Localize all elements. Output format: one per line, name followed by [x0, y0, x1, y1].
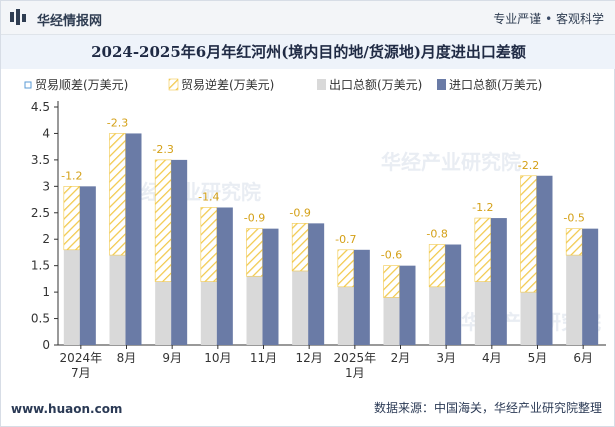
export-bar	[109, 255, 126, 345]
y-tick-label: 2	[42, 232, 50, 246]
export-bar	[63, 249, 80, 345]
deficit-bar	[109, 133, 126, 256]
legend-label: 贸易逆差(万美元)	[181, 77, 274, 92]
x-tick-label: 11月	[250, 351, 277, 365]
export-bar	[520, 292, 537, 345]
legend-export-swatch	[317, 79, 326, 90]
deficit-bar	[291, 223, 309, 272]
legend-import-swatch	[437, 79, 446, 90]
x-tick-label: 3月	[436, 351, 456, 365]
y-tick-label: 0.5	[31, 312, 50, 326]
legend-deficit-swatch	[168, 78, 179, 91]
export-bar	[429, 286, 446, 345]
y-tick-label: 3	[42, 179, 50, 193]
x-tick-label: 4月	[482, 351, 502, 365]
export-bar	[383, 297, 400, 345]
deficit-bar	[337, 249, 355, 288]
legend-label: 进口总额(万美元)	[449, 78, 542, 92]
deficit-bar	[383, 265, 400, 298]
import-bar	[171, 159, 188, 345]
import-bar	[582, 228, 599, 345]
import-bar	[125, 133, 142, 345]
legend: 贸易顺差(万美元) 贸易逆差(万美元) 出口总额(万美元) 进口总额(万美元)	[24, 77, 542, 92]
import-bar	[445, 244, 462, 345]
import-bar	[79, 186, 96, 345]
deficit-data-label: -1.4	[198, 190, 219, 203]
deficit-data-label: -2.3	[107, 116, 128, 129]
deficit-bar	[246, 228, 263, 277]
deficit-data-label: -2.2	[518, 159, 539, 172]
legend-label: 贸易顺差(万美元)	[35, 78, 128, 92]
bars-layer: -1.2 -2.3 -2.3 -1.4 -0.9 -0.9 -0.7 -0.6 -0.8 -1.2…	[61, 116, 599, 349]
x-tick-label: 2月	[391, 351, 411, 365]
deficit-data-label: -0.5	[563, 212, 584, 225]
legend-surplus-swatch	[24, 81, 32, 89]
import-bar	[308, 223, 325, 345]
y-tick-label: 1	[42, 285, 50, 299]
x-tick-label: 2024年	[60, 351, 103, 365]
slogan-left: 专业严谨	[493, 12, 542, 26]
footer-source: 数据来源：中国海关，华经产业研究院整理	[373, 401, 602, 415]
deficit-bar	[63, 186, 81, 251]
deficit-data-label: -0.9	[244, 212, 265, 225]
x-tick-label: 9月	[162, 351, 182, 365]
export-bar	[292, 270, 309, 345]
x-tick-label: 8月	[117, 351, 137, 365]
top-bar: 华经情报网 专业严谨 • 客观科学	[1, 1, 615, 35]
deficit-bar	[200, 207, 218, 282]
import-bar	[353, 249, 370, 345]
deficit-bar	[428, 244, 446, 288]
slogan-separator: •	[545, 12, 553, 26]
deficit-data-label: -1.2	[472, 201, 493, 214]
deficit-data-label: -0.6	[381, 249, 402, 262]
export-bar	[200, 281, 217, 345]
y-tick-label: 1.5	[31, 259, 50, 273]
x-tick-label: 2025年	[334, 351, 377, 365]
x-tick-label: 7月	[71, 366, 91, 380]
x-tick-label: 6月	[573, 351, 593, 365]
watermark-text: 华经产业研究院	[381, 150, 521, 174]
deficit-data-label: -2.3	[152, 143, 173, 156]
export-bar	[246, 276, 263, 345]
watermark-text: 华经产业研究院	[121, 180, 261, 204]
slogan: 专业严谨 • 客观科学	[493, 10, 604, 27]
import-bar	[490, 218, 507, 345]
legend-label: 出口总额(万美元)	[329, 78, 422, 92]
deficit-data-label: -0.8	[426, 228, 447, 241]
footer-url: www.huaon.com	[11, 402, 123, 416]
import-bar	[262, 228, 279, 345]
x-tick-label: 12月	[296, 351, 323, 365]
y-axis: 0 0.5 1 1.5 2 2.5 3 3.5 4 4.5	[31, 100, 606, 352]
export-bar	[566, 255, 583, 345]
y-tick-label: 3.5	[31, 153, 50, 167]
y-tick-label: 4.5	[31, 100, 50, 114]
import-bar	[536, 175, 553, 345]
chart-svg: 贸易顺差(万美元) 贸易逆差(万美元) 出口总额(万美元) 进口总额(万美元) 华经产…	[24, 77, 606, 380]
x-tick-label: 10月	[204, 351, 231, 365]
slogan-right: 客观科学	[555, 12, 604, 26]
x-tick-label: 5月	[528, 351, 548, 365]
deficit-bar	[520, 175, 537, 293]
import-bar	[399, 265, 416, 345]
y-tick-label: 0	[42, 338, 50, 352]
brand-name: 华经情报网	[37, 14, 103, 29]
export-bar	[474, 281, 491, 345]
deficit-bar	[154, 159, 172, 282]
export-bar	[337, 286, 354, 345]
deficit-data-label: -1.2	[61, 169, 82, 182]
y-tick-label: 2.5	[31, 206, 50, 220]
x-tick-label: 1月	[345, 366, 365, 380]
deficit-data-label: -0.9	[289, 206, 310, 219]
deficit-bar	[565, 228, 583, 256]
deficit-bar	[474, 217, 492, 282]
export-bar	[155, 281, 172, 345]
import-bar	[216, 207, 233, 345]
title-bar: 2024-2025年6月年红河州(境内目的地/货源地)月度进出口差额	[1, 35, 615, 69]
chart-title: 2024-2025年6月年红河州(境内目的地/货源地)月度进出口差额	[91, 43, 526, 61]
deficit-data-label: -0.7	[335, 233, 356, 246]
brand-logo-icon	[10, 9, 26, 25]
y-tick-label: 4	[42, 126, 50, 140]
